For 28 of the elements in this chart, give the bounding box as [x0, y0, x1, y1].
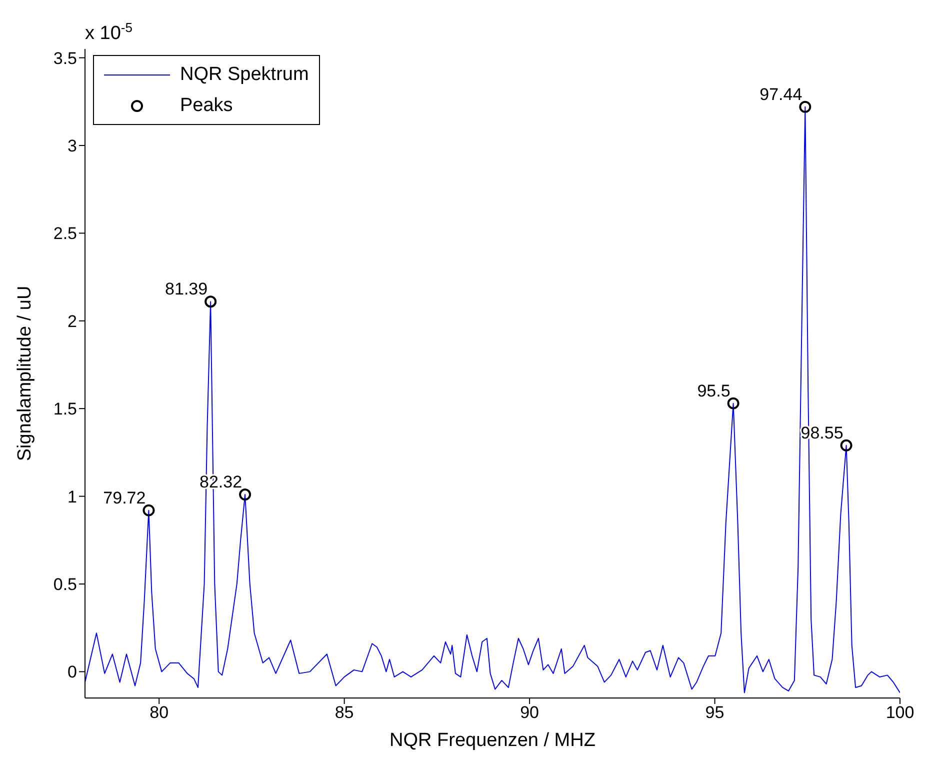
y-tick-label: 2: [68, 312, 77, 331]
y-tick-label: 0: [68, 662, 77, 682]
x-tick-label: 95: [705, 703, 724, 722]
x-axis-title: NQR Frequenzen / MHZ: [390, 730, 596, 751]
y-tick-label: 0.5: [53, 575, 77, 594]
x-tick-label: 80: [150, 703, 169, 722]
point: [142, 504, 155, 516]
y-tick-label: 3.5: [53, 48, 77, 68]
y-tick-label: 1.5: [53, 400, 77, 419]
annotation: 95.5: [697, 381, 730, 400]
x-tick-label: 100: [886, 703, 914, 722]
y-tick-label: 3: [68, 136, 77, 156]
annotation: 97.44: [760, 84, 802, 104]
legend-label: NQR Spektrum: [180, 64, 309, 86]
annotation: 79.72: [103, 488, 146, 508]
text: x 10$^{-5}$: [85, 20, 132, 44]
x-tick-label: 90: [520, 703, 540, 722]
x-tick-label: 85: [334, 703, 354, 722]
point: [727, 397, 740, 410]
y-tick-label: 1: [68, 487, 77, 506]
point: [204, 296, 217, 308]
point: [799, 100, 812, 113]
annotation: 81.39: [165, 280, 208, 299]
point: [239, 488, 252, 501]
legend-label: Peaks: [180, 94, 233, 116]
point: [840, 439, 852, 452]
y-tick-label: 2.5: [53, 224, 77, 244]
y-axis-title: Signalamplitude / uU: [14, 286, 36, 462]
